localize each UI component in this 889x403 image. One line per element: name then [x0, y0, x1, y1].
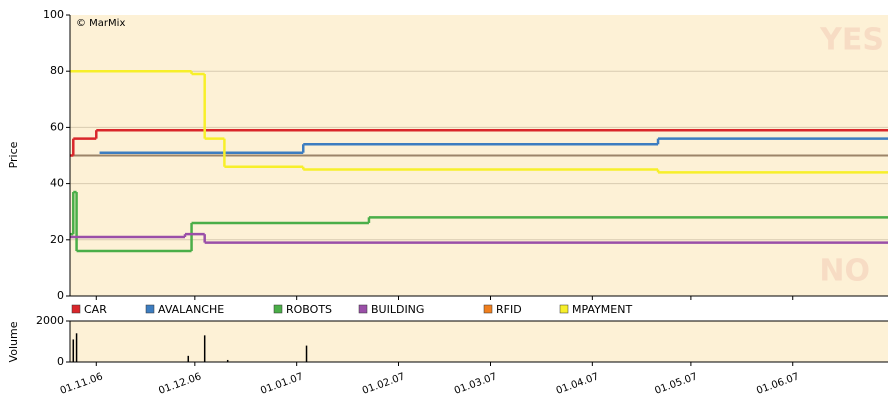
x-tick-label: 01.11.06	[59, 371, 105, 397]
y-tick-label: 40	[50, 177, 64, 190]
y-tick-label: 100	[43, 8, 64, 21]
legend-label: BUILDING	[371, 303, 424, 316]
chart: Price Volume 0 20 40 60 80 100 © MarMix YES NO CA…	[0, 0, 889, 403]
legend-swatch	[359, 305, 367, 313]
y-tick-label: 0	[57, 289, 64, 302]
x-tick-label: 01.01.07	[259, 371, 305, 397]
y-tick-label: 60	[50, 120, 64, 133]
legend-label: RFID	[496, 303, 522, 316]
legend-label: ROBOTS	[286, 303, 332, 316]
volume-bar	[204, 335, 206, 362]
legend-label: MPAYMENT	[572, 303, 632, 316]
legend-swatch	[274, 305, 282, 313]
y-tick-label: 20	[50, 233, 64, 246]
y-tick-label: 80	[50, 64, 64, 77]
x-tick-label: 01.04.07	[555, 371, 601, 397]
x-tick-label: 01.02.07	[361, 371, 407, 397]
plot-background	[70, 321, 888, 362]
volume-bar	[306, 346, 308, 362]
x-tick-label: 01.06.07	[755, 371, 801, 397]
legend-label: CAR	[84, 303, 107, 316]
annotation: YES	[819, 23, 884, 58]
y-tick-label: 0	[57, 355, 64, 368]
legend-swatch	[72, 305, 80, 313]
x-tick-label: 01.05.07	[653, 371, 699, 397]
y-tick-label: 2000	[36, 314, 64, 327]
volume-bar	[73, 339, 75, 362]
x-tick-label: 01.03.07	[453, 371, 499, 397]
legend-swatch	[560, 305, 568, 313]
watermark: © MarMix	[76, 18, 125, 29]
legend-label: AVALANCHE	[158, 303, 224, 316]
x-tick-label: 01.12.06	[157, 371, 203, 397]
volume-bar	[76, 333, 78, 362]
y-axis-label: Volume	[7, 321, 20, 362]
annotation: NO	[819, 254, 870, 289]
legend-swatch	[484, 305, 492, 313]
y-axis-label: Price	[7, 141, 20, 168]
volume-bar	[188, 356, 190, 362]
legend-swatch	[146, 305, 154, 313]
